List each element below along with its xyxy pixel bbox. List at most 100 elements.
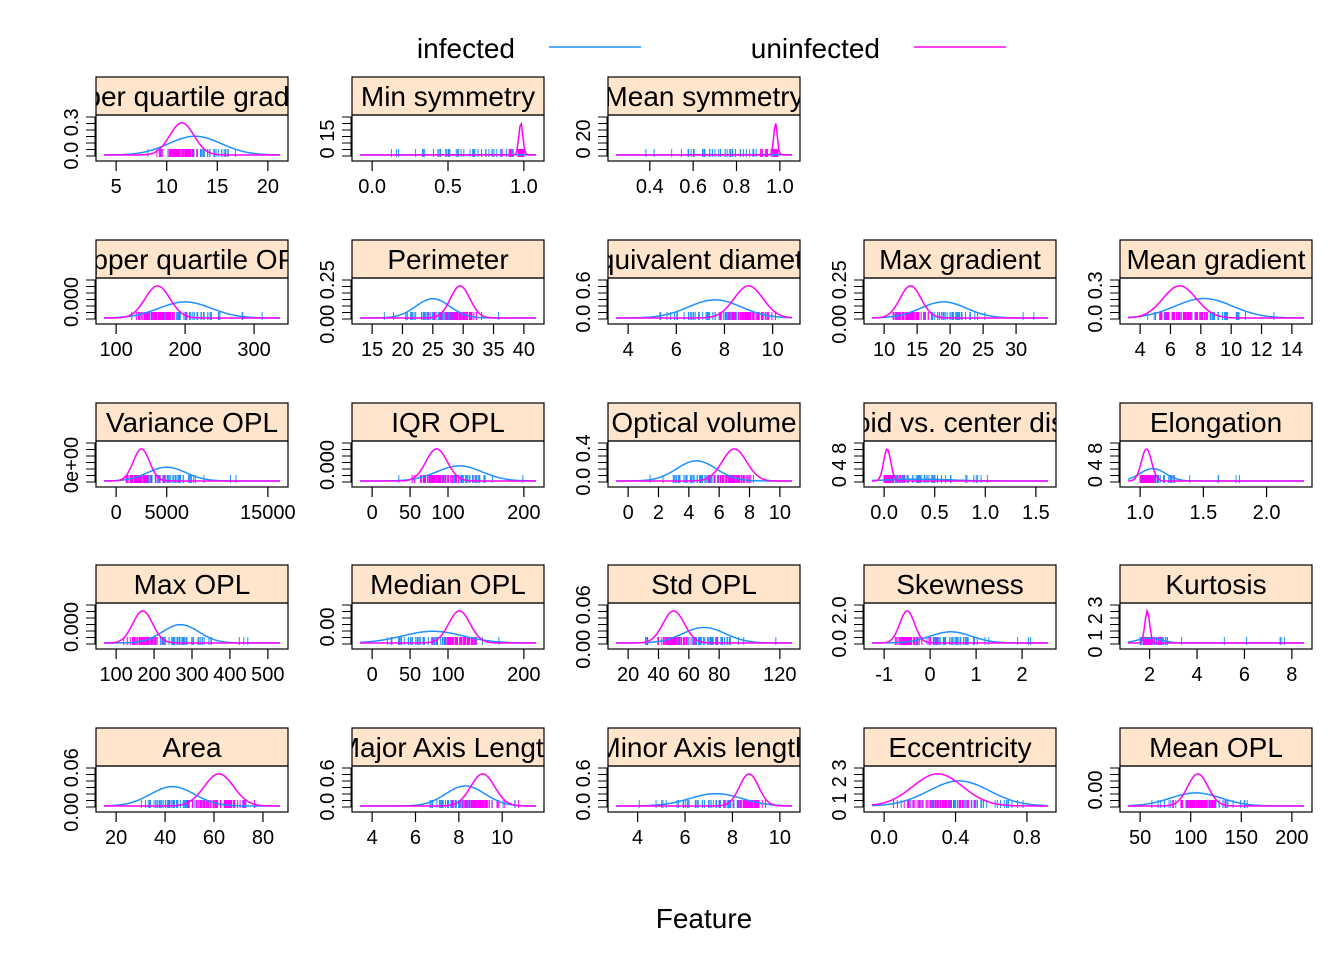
x-tick-label-equivalent-diameter-0: 4	[623, 339, 634, 361]
x-tick-label-max-opl-3: 400	[213, 664, 246, 686]
y-tick-label-iqr-opl: 0.000	[317, 440, 339, 490]
strip-title-mean-symmetry: Mean symmetry	[604, 81, 803, 112]
panel-skewness: Skewness -1 0 1 2 0.0 2.0	[829, 564, 1057, 686]
x-tick-label-mean-opl-1: 100	[1174, 827, 1207, 849]
x-tick-label-mean-gradient-4: 12	[1250, 339, 1272, 361]
panel-centroid-vs-center-distance: Centroid vs. center distance 0.0 0.5 1.0 1.5…	[786, 402, 1133, 524]
panel-upper-quartile-gradient: Upper quartile gradient 5 10 15 20 0.0 0.3	[61, 76, 289, 198]
x-tick-label-max-opl-2: 300	[175, 664, 208, 686]
x-tick-label-major-axis-length-1: 6	[410, 827, 421, 849]
strip-title-median-opl: Median OPL	[370, 569, 526, 600]
panel-upper-quartile-opl: Upper quartile OPL 100 200 300 0.000	[61, 239, 312, 361]
x-tick-label-std-opl-1: 40	[647, 664, 669, 686]
strip-title-std-opl: Std OPL	[651, 569, 757, 600]
panel-median-opl: Median OPL 0 50 100 200 0.00	[317, 564, 545, 686]
rug-infected-min-symmetry	[390, 149, 520, 157]
x-tick-label-max-gradient-3: 25	[972, 339, 994, 361]
strip-area	[95, 727, 289, 767]
density-uninfected-centroid-vs-center-distance	[872, 448, 1048, 482]
strip-upper-quartile-opl	[95, 239, 289, 279]
x-tick-label-upper-quartile-opl-1: 200	[168, 339, 201, 361]
x-tick-label-minor-axis-length-2: 8	[727, 827, 738, 849]
x-tick-label-perimeter-5: 40	[513, 339, 535, 361]
y-tick-label-min-symmetry: 0 15	[317, 120, 339, 159]
x-tick-label-centroid-vs-center-distance-1: 0.5	[921, 502, 949, 524]
x-tick-label-optical-volume-1: 2	[653, 502, 664, 524]
legend-label-infected: infected	[417, 33, 515, 64]
plot-frame-skewness	[863, 602, 1057, 650]
density-uninfected-equivalent-diameter	[616, 285, 793, 319]
x-tick-label-major-axis-length-0: 4	[367, 827, 378, 849]
density-uninfected-minor-axis-length	[616, 773, 792, 807]
x-tick-label-elongation-1: 1.5	[1189, 502, 1217, 524]
y-tick-label-elongation: 0 4 8	[1085, 443, 1107, 487]
plot-frame-equivalent-diameter	[607, 277, 801, 325]
strip-equivalent-diameter	[607, 239, 801, 279]
x-tick-label-skewness-0: -1	[875, 664, 893, 686]
x-tick-label-upper-quartile-gradient-2: 15	[206, 176, 228, 198]
x-tick-label-perimeter-2: 25	[422, 339, 444, 361]
rug-uninfected-eccentricity	[892, 800, 1019, 808]
plot-frame-minor-axis-length	[607, 765, 801, 813]
x-tick-label-upper-quartile-gradient-1: 10	[156, 176, 178, 198]
x-tick-label-skewness-1: 0	[925, 664, 936, 686]
rug-infected-kurtosis	[1139, 637, 1285, 645]
x-tick-label-mean-gradient-3: 10	[1220, 339, 1242, 361]
strip-variance-opl	[95, 402, 289, 442]
x-tick-label-max-opl-4: 500	[251, 664, 284, 686]
density-uninfected-max-gradient	[871, 285, 1048, 319]
x-tick-label-area-0: 20	[105, 827, 127, 849]
strip-skewness	[863, 564, 1057, 604]
x-tick-label-equivalent-diameter-2: 8	[719, 339, 730, 361]
x-tick-label-std-opl-2: 60	[678, 664, 700, 686]
x-tick-label-max-opl-1: 200	[137, 664, 170, 686]
strip-title-upper-quartile-opl: Upper quartile OPL	[72, 244, 312, 275]
y-tick-label-std-opl: 0.00 0.06	[573, 585, 595, 668]
x-tick-label-mean-symmetry-3: 1.0	[766, 176, 794, 198]
panel-major-axis-length: Major Axis Length 4 6 8 10 0.0 0.6	[317, 727, 560, 849]
rug-infected-std-opl	[645, 637, 777, 645]
x-tick-label-optical-volume-2: 4	[683, 502, 694, 524]
x-tick-label-kurtosis-1: 4	[1191, 664, 1202, 686]
x-tick-label-std-opl-3: 80	[708, 664, 730, 686]
strip-std-opl	[607, 564, 801, 604]
density-uninfected-major-axis-length	[360, 773, 536, 807]
y-tick-label-centroid-vs-center-distance: 0 4 8	[829, 443, 851, 487]
rug-uninfected-median-opl	[431, 637, 477, 645]
x-tick-label-min-symmetry-2: 1.0	[510, 176, 538, 198]
density-uninfected-eccentricity	[871, 773, 1048, 807]
plot-frame-area	[95, 765, 289, 813]
y-tick-label-kurtosis: 0 1 2 3	[1085, 596, 1107, 657]
x-tick-label-optical-volume-5: 10	[769, 502, 791, 524]
panel-mean-opl: Mean OPL 50 100 150 200 0.00	[1085, 727, 1313, 849]
panel-optical-volume: Optical volume 0 2 4 6 8 10 0.0 0.4	[573, 402, 801, 524]
x-tick-label-area-2: 60	[203, 827, 225, 849]
legend: infected uninfected	[417, 33, 1006, 64]
strip-title-centroid-vs-center-distance: Centroid vs. center distance	[786, 407, 1133, 438]
strip-title-major-axis-length: Major Axis Length	[337, 732, 560, 763]
y-tick-label-mean-opl: 0.00	[1085, 771, 1107, 810]
strip-title-perimeter: Perimeter	[387, 244, 508, 275]
x-tick-label-upper-quartile-gradient-3: 20	[257, 176, 279, 198]
plot-frame-optical-volume	[607, 440, 801, 488]
x-tick-label-mean-gradient-1: 6	[1165, 339, 1176, 361]
x-tick-label-eccentricity-0: 0.0	[870, 827, 898, 849]
density-infected-optical-volume	[616, 460, 792, 482]
y-tick-label-skewness: 0.0 2.0	[829, 596, 851, 657]
x-tick-label-std-opl-0: 20	[617, 664, 639, 686]
y-tick-label-mean-gradient: 0.0 0.3	[1085, 271, 1107, 332]
panel-minor-axis-length: Minor Axis length 4 6 8 10 0.0 0.6	[573, 727, 801, 849]
x-tick-label-perimeter-3: 30	[452, 339, 474, 361]
x-tick-label-upper-quartile-gradient-0: 5	[111, 176, 122, 198]
y-tick-label-max-opl: 0.000	[61, 602, 83, 652]
x-tick-label-iqr-opl-0: 0	[367, 502, 378, 524]
strip-title-skewness: Skewness	[896, 569, 1024, 600]
x-tick-label-kurtosis-2: 6	[1239, 664, 1250, 686]
x-tick-label-skewness-3: 2	[1017, 664, 1028, 686]
rug-uninfected-mean-gradient	[1155, 312, 1208, 320]
x-tick-label-minor-axis-length-3: 10	[769, 827, 791, 849]
plot-frame-upper-quartile-gradient	[95, 114, 289, 162]
plot-frame-mean-opl	[1119, 765, 1313, 813]
x-tick-label-kurtosis-3: 8	[1286, 664, 1297, 686]
